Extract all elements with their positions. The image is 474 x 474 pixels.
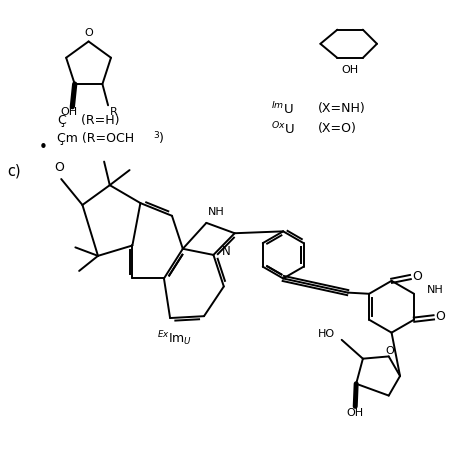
Text: (X=NH): (X=NH) [318, 102, 366, 115]
Text: $^{Ex}$Im$_U$: $^{Ex}$Im$_U$ [157, 329, 192, 347]
Text: NH: NH [208, 208, 225, 218]
Text: OH: OH [61, 107, 78, 118]
Text: (X=O): (X=O) [318, 122, 357, 135]
Text: OH: OH [342, 65, 359, 75]
Text: Çm (R=OCH: Çm (R=OCH [57, 132, 134, 146]
Text: $^{Im}$U: $^{Im}$U [271, 100, 294, 117]
Text: HO: HO [318, 329, 335, 339]
Text: O: O [436, 310, 446, 323]
Text: O: O [84, 28, 93, 38]
Text: NH: NH [427, 285, 444, 295]
Text: O: O [412, 270, 422, 283]
Text: Ç: Ç [57, 114, 66, 127]
Text: c): c) [7, 164, 21, 179]
Text: O: O [385, 346, 394, 356]
Text: O: O [54, 161, 64, 174]
Text: N: N [221, 245, 230, 258]
Text: $^{Ox}$U: $^{Ox}$U [271, 120, 295, 137]
Text: (R=H): (R=H) [69, 114, 120, 127]
Text: R: R [110, 107, 118, 117]
Text: 3: 3 [153, 130, 159, 139]
Text: •: • [39, 139, 48, 155]
Text: OH: OH [346, 408, 364, 418]
Text: ): ) [159, 132, 164, 146]
